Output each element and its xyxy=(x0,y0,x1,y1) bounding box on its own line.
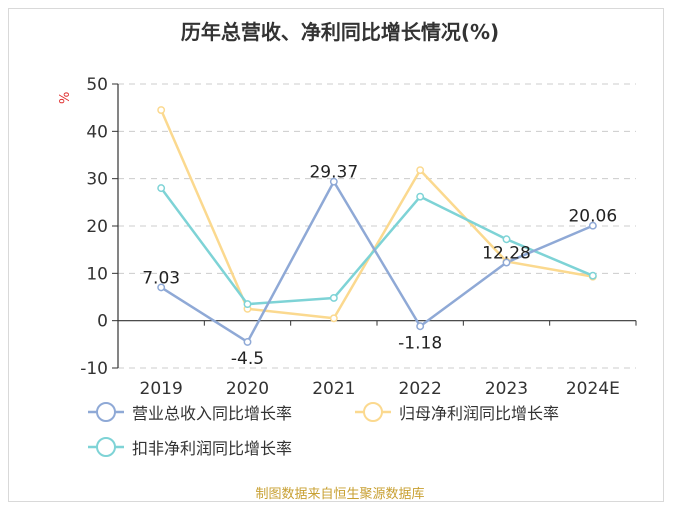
legend-swatch-net-profit xyxy=(355,402,391,422)
data-point xyxy=(416,322,425,331)
series-line xyxy=(160,109,594,320)
y-tick-label: 10 xyxy=(86,264,108,284)
y-tick-label: 30 xyxy=(86,170,108,190)
data-point xyxy=(416,166,425,175)
data-point xyxy=(329,314,338,323)
y-tick-label: 40 xyxy=(86,122,108,142)
x-tick-label: 2022 xyxy=(399,379,442,399)
data-point xyxy=(157,184,166,193)
data-point xyxy=(243,300,252,309)
x-tick-label: 2021 xyxy=(312,379,355,399)
data-point xyxy=(416,192,425,201)
y-tick-label: -10 xyxy=(80,359,108,379)
legend-label-net-profit: 归母净利润同比增长率 xyxy=(399,404,560,423)
data-point xyxy=(157,106,166,114)
data-point xyxy=(588,271,597,280)
data-label: 29.37 xyxy=(309,163,358,183)
data-point xyxy=(157,283,166,292)
x-tick-label: 2020 xyxy=(226,379,269,399)
legend-label-revenue: 营业总收入同比增长率 xyxy=(132,404,293,423)
y-tick-label: 50 xyxy=(86,75,108,95)
legend-item-net-profit[interactable]: 归母净利润同比增长率 xyxy=(353,400,559,424)
y-tick-label: 0 xyxy=(97,312,108,332)
x-tick-label: 2023 xyxy=(485,379,528,399)
data-point xyxy=(243,338,252,346)
x-tick-label: 2019 xyxy=(140,379,183,399)
y-tick-label: 20 xyxy=(86,217,108,237)
data-label: 20.06 xyxy=(568,207,617,227)
legend-swatch-revenue xyxy=(88,402,124,422)
data-label: -4.5 xyxy=(231,349,264,369)
chart-title: 历年总营收、净利同比增长情况(%) xyxy=(180,20,500,44)
data-source-note: 制图数据来自恒生聚源数据库 xyxy=(255,487,425,502)
series-line xyxy=(160,180,594,344)
chart-frame xyxy=(8,8,664,502)
data-label: -1.18 xyxy=(398,333,442,353)
data-label: 7.03 xyxy=(142,268,180,288)
data-point xyxy=(329,177,338,186)
legend-item-revenue[interactable]: 营业总收入同比增长率 xyxy=(86,400,292,424)
data-point xyxy=(502,258,511,267)
data-point xyxy=(329,293,338,302)
series-line xyxy=(160,187,594,306)
data-point xyxy=(502,235,511,244)
legend-swatch-deducted-net-profit xyxy=(88,437,124,457)
legend-item-deducted-net-profit[interactable]: 扣非净利润同比增长率 xyxy=(86,435,292,459)
data-label: 12.28 xyxy=(482,244,531,264)
legend-label-deducted-net-profit: 扣非净利润同比增长率 xyxy=(132,439,293,458)
data-point xyxy=(588,221,597,230)
x-tick-label: 2024E xyxy=(566,379,620,399)
